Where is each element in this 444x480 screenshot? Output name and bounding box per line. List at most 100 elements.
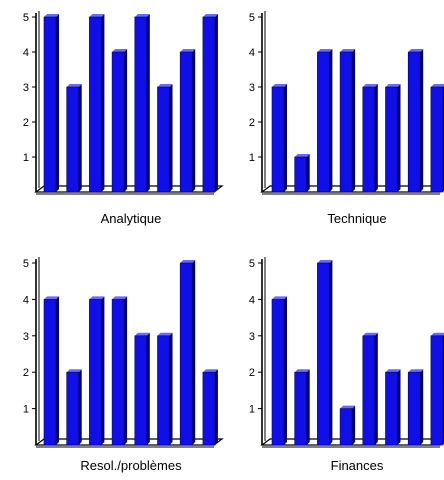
chart-2-bar-4-top: [134, 332, 150, 336]
chart-3-ytick-label-3: 4: [249, 294, 255, 306]
chart-1-bar-5-side: [397, 84, 401, 192]
chart-0-bar-6: [179, 51, 193, 193]
chart-0-bar-2-top: [89, 14, 105, 17]
chart-2-bar-0-top: [44, 296, 59, 300]
chart-3-bar-0: [271, 299, 285, 446]
chart-2-bar-5-top: [157, 332, 173, 336]
chart-3-bar-0-top: [272, 296, 287, 300]
chart-0-bar-1-top: [66, 84, 82, 87]
chart-0-title: Analytique: [101, 211, 162, 226]
chart-0-bar-1-side: [78, 84, 82, 192]
chart-3-bar-7: [430, 335, 444, 446]
chart-0-bar-3-side: [124, 49, 128, 192]
chart-0-ytick-label-0: 1: [23, 152, 29, 164]
chart-3-title: Finances: [331, 458, 384, 473]
chart-3-bar-7-top: [430, 332, 444, 336]
chart-1-bar-3: [339, 51, 353, 193]
chart-2-bar-2-side: [101, 296, 105, 445]
chart-1-bar-4: [362, 86, 376, 193]
chart-1-bar-6-top: [408, 49, 424, 52]
chart-3-bar-6: [407, 371, 421, 446]
chart-2-bar-7-top: [202, 369, 218, 373]
chart-0-bar-0-top: [44, 14, 59, 17]
chart-0-bar-4-side: [146, 14, 150, 192]
chart-2-bar-2-top: [89, 296, 105, 300]
chart-3-ytick-label-2: 3: [249, 331, 255, 343]
chart-3-bar-1-top: [294, 369, 310, 373]
chart-0-ytick-label-2: 3: [23, 82, 29, 94]
chart-0-bar-5-top: [157, 84, 173, 87]
chart-2-bar-1-top: [66, 369, 82, 373]
chart-0-bar-5-side: [169, 84, 173, 192]
chart-1-title: Technique: [327, 211, 386, 226]
chart-3-bar-5-side: [397, 369, 401, 445]
chart-1-ytick-label-0: 1: [249, 152, 255, 164]
chart-2-bar-3-top: [112, 296, 128, 300]
chart-1-bar-2: [317, 51, 330, 193]
chart-2-bar-6: [179, 262, 193, 446]
chart-3-bar-1-side: [306, 369, 310, 445]
chart-0-bar-7-side: [214, 14, 218, 192]
chart-3-bar-6-top: [408, 369, 424, 373]
chart-2-ytick-label-3: 4: [23, 294, 29, 306]
chart-2-ytick-label-1: 2: [23, 367, 29, 379]
chart-1-bar-3-side: [352, 49, 356, 192]
chart-3-bar-3-side: [352, 405, 356, 445]
chart-1-bar-3-top: [340, 49, 356, 52]
chart-1-bar-1: [294, 156, 308, 193]
chart-3-bar-5-top: [385, 369, 401, 373]
chart-3-bar-2-side: [329, 260, 333, 445]
chart-0-bar-4: [134, 16, 148, 193]
chart-0-bar-4-top: [134, 14, 150, 17]
chart-1-bar-6-side: [420, 49, 424, 192]
chart-0-ytick-label-4: 5: [23, 12, 29, 24]
chart-3-bar-3: [339, 408, 353, 446]
chart-2-ytick-label-2: 3: [23, 331, 29, 343]
chart-0-bar-5: [157, 86, 170, 193]
chart-1-ytick-label-3: 4: [249, 47, 255, 59]
chart-0-bar-7: [202, 16, 216, 193]
chart-2-bar-4: [134, 335, 148, 446]
chart-3-bar-4-top: [362, 332, 378, 336]
chart-3-ytick-label-0: 1: [249, 404, 255, 416]
chart-0-floor: [34, 185, 224, 193]
chart-2-bar-1-side: [78, 369, 82, 445]
chart-1-ytick-label-1: 2: [249, 117, 255, 129]
chart-0-bar-0: [43, 16, 57, 193]
chart-3-bar-5: [385, 371, 398, 446]
chart-3-ytick-label-1: 2: [249, 367, 255, 379]
chart-0-bar-3-top: [112, 49, 128, 52]
chart-1-bar-2-side: [329, 49, 333, 192]
chart-0-ytick-label-3: 4: [23, 47, 29, 59]
chart-3-bar-0-side: [284, 296, 287, 445]
chart-1-bar-0-side: [284, 84, 287, 192]
chart-0-ytick-label-1: 2: [23, 117, 29, 129]
chart-1-bar-7-top: [430, 84, 444, 87]
chart-2-floor: [34, 438, 224, 446]
chart-2-bar-4-side: [146, 332, 150, 445]
chart-1-bar-4-top: [362, 84, 378, 87]
chart-0-bar-6-side: [192, 49, 196, 192]
chart-1-bar-0: [271, 86, 285, 193]
chart-0-bar-2: [89, 16, 102, 193]
chart-1-bar-4-side: [374, 84, 378, 192]
chart-2-bar-6-top: [180, 260, 196, 263]
chart-2-bar-5: [157, 335, 170, 446]
chart-1-bar-5: [385, 86, 398, 193]
chart-2-bar-3: [111, 299, 125, 446]
chart-3-bar-4-side: [374, 332, 378, 445]
chart-2-bar-7-side: [214, 369, 218, 445]
chart-0-bar-3: [111, 51, 125, 193]
chart-1-bar-2-top: [317, 49, 333, 52]
chart-1-bar-5-top: [385, 84, 401, 87]
chart-1-ytick-label-2: 3: [249, 82, 255, 94]
chart-2-bar-0-side: [56, 296, 59, 445]
chart-3-bar-4: [362, 335, 376, 446]
chart-2-bar-6-side: [192, 260, 196, 445]
chart-2-bar-2: [89, 299, 102, 446]
chart-1-bar-6: [407, 51, 421, 193]
chart-0-bar-7-top: [202, 14, 218, 17]
chart-2-bar-3-side: [124, 296, 128, 445]
